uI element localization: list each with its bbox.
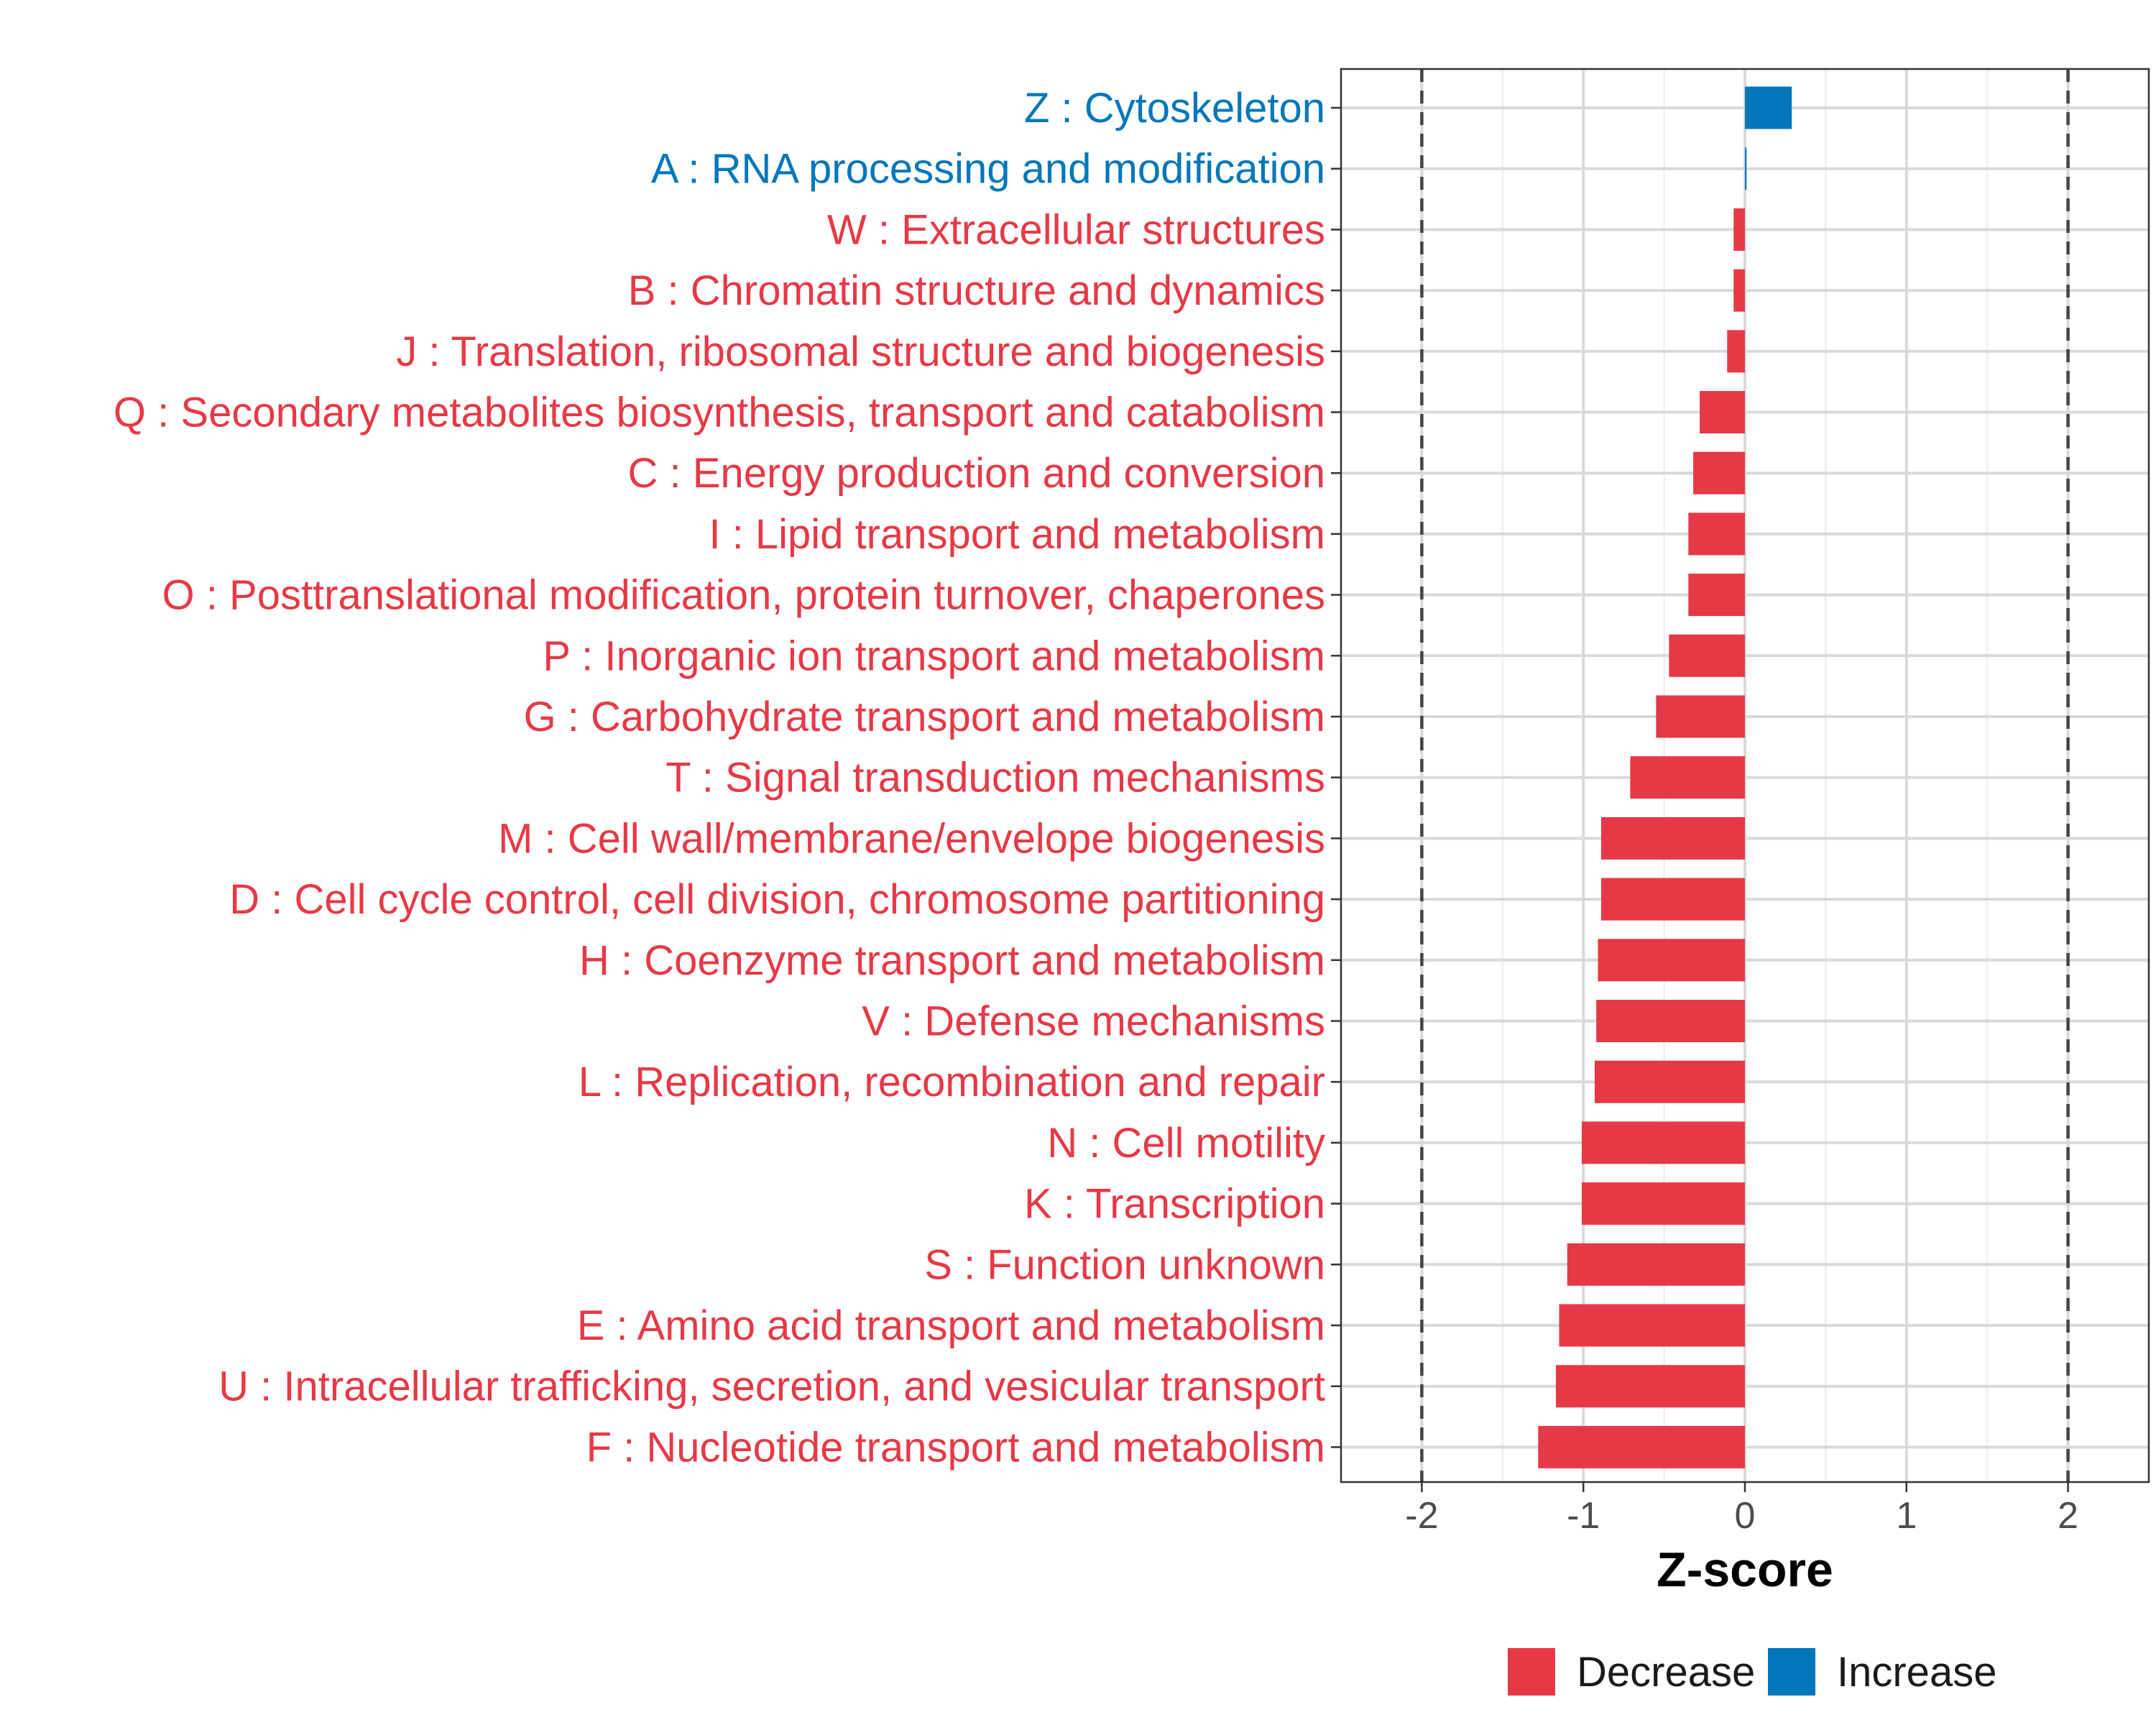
- y-axis-labels: Z : Cytoskeleton A : RNA processing and m…: [114, 85, 1325, 1471]
- category-label: A : RNA processing and modification: [651, 146, 1325, 193]
- bar: [1594, 1060, 1745, 1103]
- category-label: I : Lipid transport and metabolism: [709, 511, 1325, 558]
- bar: [1727, 330, 1745, 373]
- bar: [1630, 756, 1745, 799]
- y-axis-ticks: [1331, 106, 1341, 1448]
- bar: [1745, 86, 1792, 129]
- category-label: T : Signal transduction mechanisms: [665, 755, 1325, 801]
- bar: [1581, 1182, 1745, 1225]
- category-label: B : Chromatin structure and dynamics: [628, 267, 1325, 314]
- category-label: E : Amino acid transport and metabolism: [577, 1302, 1325, 1349]
- bar: [1669, 634, 1745, 677]
- category-label: S : Function unknown: [924, 1241, 1325, 1288]
- category-label: G : Carbohydrate transport and metabolis…: [524, 694, 1325, 740]
- category-label: J : Translation, ribosomal structure and…: [396, 328, 1325, 375]
- x-tick-label: -1: [1567, 1495, 1600, 1537]
- category-label: F : Nucleotide transport and metabolism: [586, 1424, 1325, 1471]
- bar: [1656, 695, 1745, 738]
- bar: [1733, 208, 1745, 251]
- category-label: N : Cell motility: [1047, 1120, 1325, 1167]
- category-label: Z : Cytoskeleton: [1024, 85, 1325, 132]
- legend-key: [1768, 1648, 1815, 1696]
- bar: [1688, 574, 1745, 617]
- bar: [1600, 816, 1745, 860]
- category-label: V : Defense mechanisms: [862, 998, 1325, 1045]
- bar: [1688, 512, 1745, 556]
- category-label: W : Extracellular structures: [827, 206, 1325, 253]
- category-label: Q : Secondary metabolites biosynthesis, …: [114, 390, 1325, 436]
- bar: [1745, 147, 1747, 190]
- category-label: K : Transcription: [1024, 1181, 1325, 1228]
- category-label: C : Energy production and conversion: [628, 450, 1325, 497]
- legend-label: Decrease: [1577, 1649, 1755, 1696]
- legend-label: Increase: [1837, 1649, 1996, 1696]
- bar: [1555, 1365, 1745, 1408]
- x-axis-ticks: -2 -1 0 1 2: [1405, 1482, 2078, 1537]
- bar: [1581, 1121, 1745, 1164]
- bar: [1598, 939, 1745, 982]
- category-label: U : Intracellular trafficking, secretion…: [218, 1363, 1325, 1410]
- category-label: H : Coenzyme transport and metabolism: [579, 937, 1325, 984]
- legend-key: [1508, 1648, 1555, 1696]
- bars: [1538, 86, 1792, 1468]
- category-label: D : Cell cycle control, cell division, c…: [229, 876, 1325, 923]
- x-tick-label: 1: [1896, 1495, 1917, 1537]
- bar: [1538, 1425, 1745, 1468]
- bar: [1600, 878, 1745, 921]
- x-axis-title: Z-score: [1657, 1542, 1833, 1597]
- x-tick-label: 2: [2058, 1495, 2078, 1537]
- category-label: O : Posttranslational modification, prot…: [162, 572, 1325, 619]
- category-label: L : Replication, recombination and repai…: [579, 1059, 1325, 1105]
- bar: [1693, 451, 1745, 494]
- bar: [1559, 1304, 1745, 1347]
- bar: [1596, 1000, 1745, 1042]
- category-label: M : Cell wall/membrane/envelope biogenes…: [498, 815, 1325, 862]
- category-label: P : Inorganic ion transport and metaboli…: [543, 632, 1325, 679]
- x-tick-label: 0: [1735, 1495, 1756, 1537]
- bar: [1567, 1243, 1745, 1286]
- legend: Decrease Increase: [1508, 1648, 1996, 1696]
- bar: [1700, 391, 1745, 433]
- bar: [1733, 269, 1745, 312]
- x-tick-label: -2: [1405, 1495, 1438, 1537]
